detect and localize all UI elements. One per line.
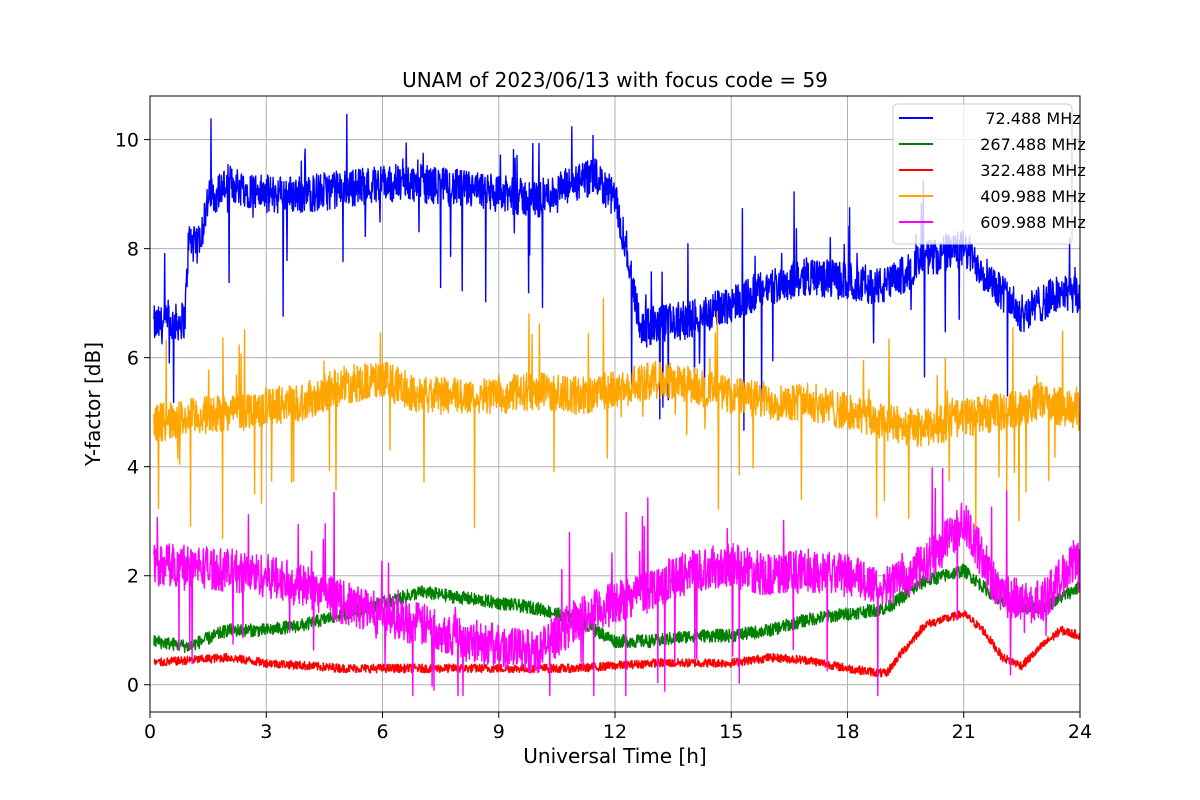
x-tick-label: 15 — [719, 721, 743, 743]
series-line-0 — [153, 113, 1081, 431]
x-tick-label: 12 — [603, 721, 627, 743]
legend-label: 609.988 MHz — [980, 213, 1085, 232]
legend-label: 322.488 MHz — [980, 161, 1085, 180]
series-line-4 — [153, 467, 1081, 697]
legend-label: 267.488 MHz — [980, 135, 1085, 154]
y-tick-label: 4 — [127, 457, 139, 479]
series-line-2 — [153, 610, 1081, 678]
y-tick-label: 10 — [115, 130, 139, 152]
legend: 72.488 MHz 267.488 MHz 322.488 MHz 409.988 … — [892, 103, 1086, 245]
x-tick-label: 18 — [835, 721, 859, 743]
x-tick-label: 21 — [952, 721, 976, 743]
x-tick-label: 9 — [493, 721, 505, 743]
y-axis-title: Y-factor [dB] — [81, 342, 105, 467]
x-tick-label: 0 — [144, 721, 156, 743]
x-tick-label: 6 — [376, 721, 388, 743]
legend-label: 72.488 MHz — [985, 109, 1080, 128]
series-layer — [153, 113, 1081, 697]
series-line-1 — [153, 563, 1081, 654]
legend-label: 409.988 MHz — [980, 187, 1085, 206]
chart-title: UNAM of 2023/06/13 with focus code = 59 — [402, 68, 828, 92]
legend-box — [892, 103, 1073, 245]
x-tick-label: 3 — [260, 721, 272, 743]
x-axis-title: Universal Time [h] — [523, 744, 706, 768]
y-tick-label: 2 — [127, 566, 139, 588]
series-line-3 — [153, 297, 1081, 540]
y-tick-label: 6 — [127, 348, 139, 370]
x-tick-label: 24 — [1068, 721, 1092, 743]
y-tick-label: 0 — [127, 675, 139, 697]
y-tick-label: 8 — [127, 239, 139, 261]
